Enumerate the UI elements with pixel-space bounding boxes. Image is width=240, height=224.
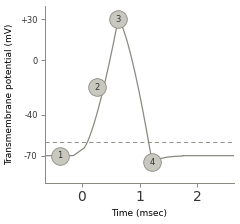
Point: [150, 161, 154, 164]
Text: 3: 3: [115, 15, 121, 24]
Point: [58, 154, 62, 157]
Point: [95, 86, 99, 89]
X-axis label: Time (msec): Time (msec): [112, 209, 168, 218]
Text: 4: 4: [150, 158, 155, 167]
Y-axis label: Transmembrane potential (mV): Transmembrane potential (mV): [6, 24, 15, 165]
Text: 1: 1: [57, 151, 63, 160]
Point: [116, 17, 120, 21]
Text: 2: 2: [94, 83, 100, 92]
